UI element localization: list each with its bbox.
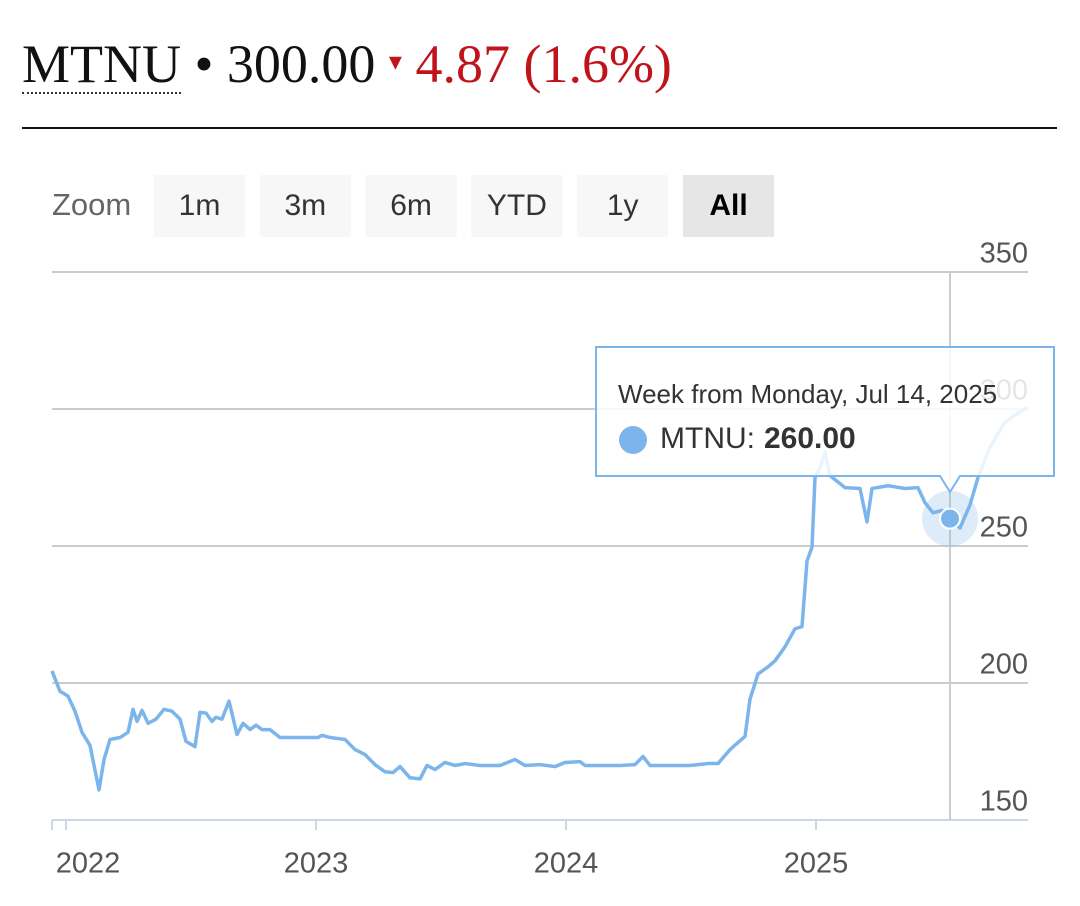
symbol[interactable]: MTNU <box>22 34 181 94</box>
y-tick-label: 350 <box>980 238 1028 270</box>
header-rule <box>22 127 1057 129</box>
quote-header: MTNU • 300.00 ▾ 4.87 (1.6%) <box>22 22 672 104</box>
x-tick-label: 2025 <box>784 848 849 880</box>
tooltip-box <box>595 346 1055 494</box>
zoom-button-bg[interactable] <box>577 175 669 237</box>
x-tick-label: 2024 <box>534 848 599 880</box>
separator: • <box>194 34 214 94</box>
change-arrow: ▾ <box>388 47 402 76</box>
zoom-button-label[interactable]: All <box>709 189 747 222</box>
zoom-button-bg[interactable] <box>683 175 774 237</box>
grid: 1502002503003502022202320242025 <box>51 238 1028 880</box>
zoom-button[interactable]: 1y <box>577 175 669 237</box>
zoom-label: Zoom <box>52 187 131 222</box>
tooltip-value: 260.00 <box>764 422 856 455</box>
zoom-button-bg[interactable] <box>471 175 563 237</box>
zoom-button-label[interactable]: 3m <box>284 189 326 222</box>
tooltip: Week from Monday, Jul 14, 2025 MTNU: 260.0… <box>595 346 1055 494</box>
y-tick-label: 200 <box>980 649 1028 681</box>
tooltip-marker <box>619 426 647 454</box>
tooltip-title: Week from Monday, Jul 14, 2025 <box>618 379 997 409</box>
zoom-button-bg[interactable] <box>259 175 351 237</box>
y-tick-label: 250 <box>980 512 1028 544</box>
x-tick-label: 2022 <box>56 848 121 880</box>
zoom-button[interactable]: YTD <box>471 175 563 237</box>
x-tick-label: 2023 <box>284 848 349 880</box>
zoom-button[interactable]: 3m <box>259 175 351 237</box>
zoom-button-bg[interactable] <box>154 175 245 237</box>
zoom-button-bg[interactable] <box>365 175 457 237</box>
y-tick-label: 150 <box>980 786 1028 818</box>
change: 4.87 (1.6%) <box>415 34 672 94</box>
price-line <box>50 405 1029 792</box>
zoom-button[interactable]: 1m <box>154 175 245 237</box>
zoom-button[interactable]: All <box>683 175 774 237</box>
zoom-button-label[interactable]: YTD <box>487 189 547 222</box>
tooltip-label: MTNU: <box>660 422 755 455</box>
hover-point <box>939 507 961 530</box>
zoom-button-label[interactable]: 6m <box>390 189 432 222</box>
zoom-buttons: 1m 3m 6m YTD 1y All <box>154 175 774 237</box>
zoom-button[interactable]: 6m <box>365 175 457 237</box>
zoom-button-label[interactable]: 1y <box>607 189 639 222</box>
price: 300.00 <box>226 34 376 94</box>
zoom-button-label[interactable]: 1m <box>179 189 221 222</box>
